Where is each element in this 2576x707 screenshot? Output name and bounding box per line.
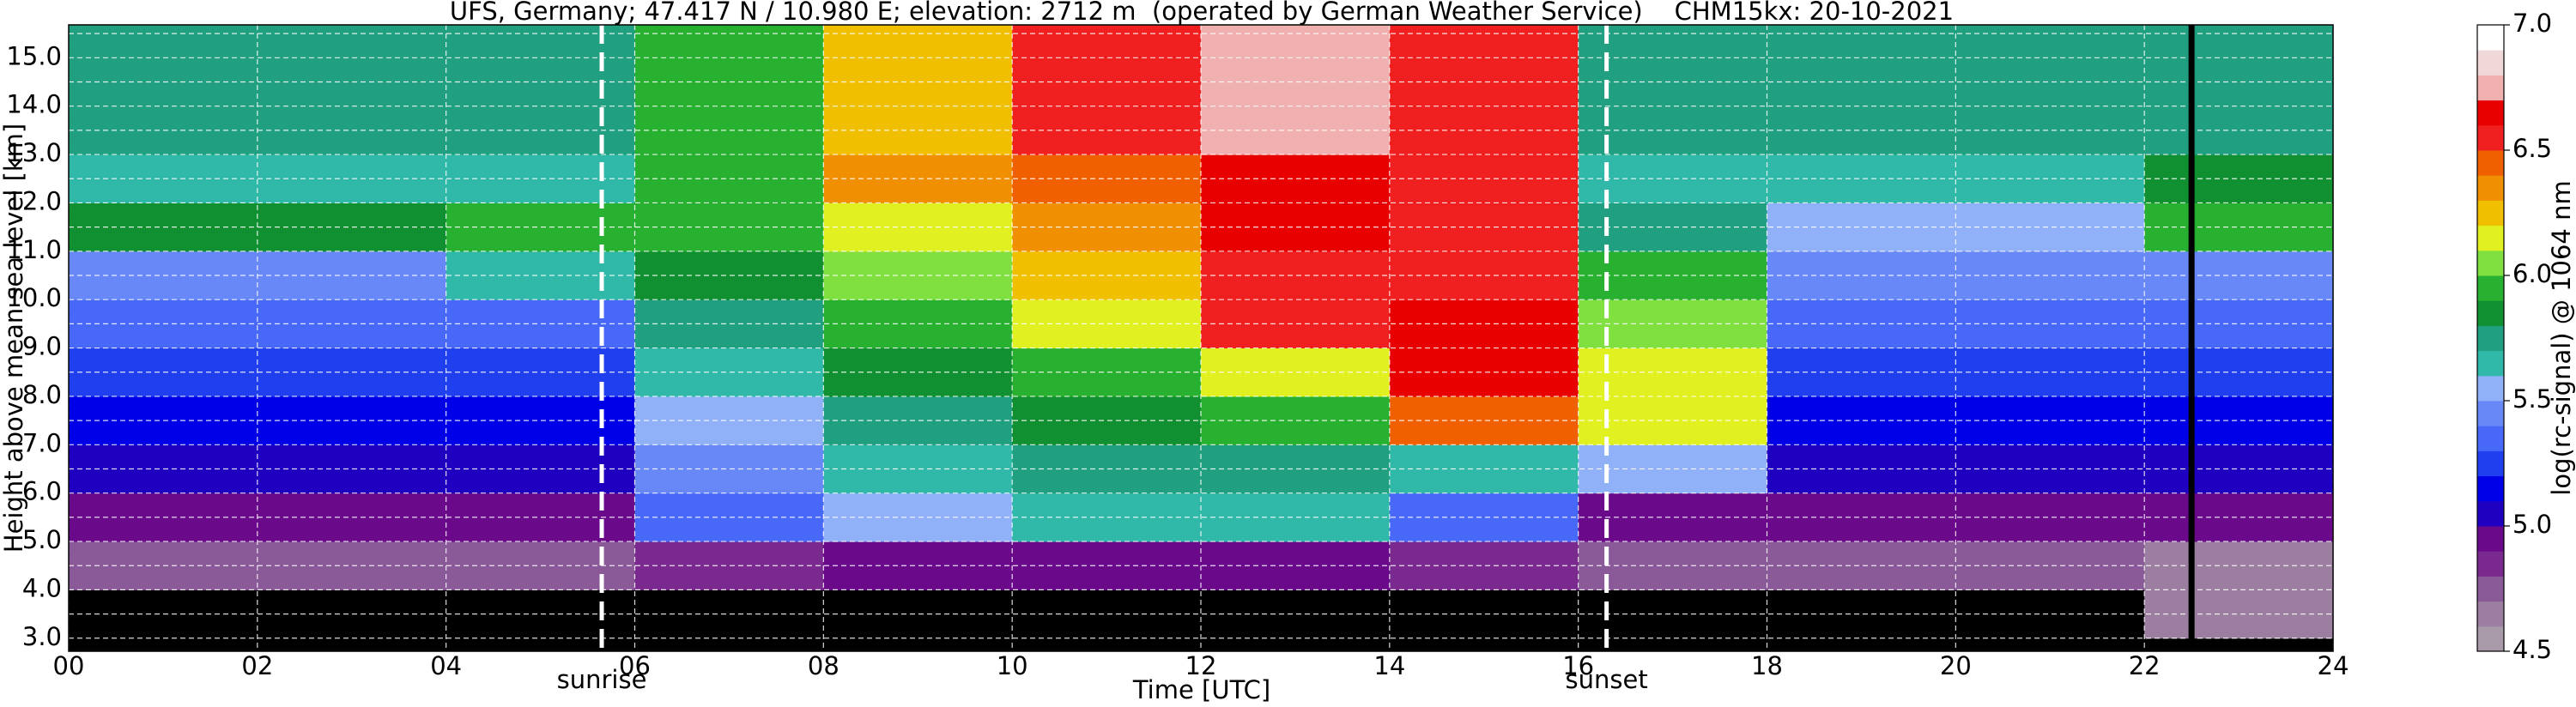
heat-cell — [823, 25, 1013, 58]
x-tick-label: 20 — [1940, 651, 1972, 680]
heat-cell — [634, 25, 824, 58]
heat-cell — [2144, 25, 2333, 58]
colorbar-swatch — [2477, 350, 2504, 377]
colorbar-swatch — [2477, 150, 2504, 176]
colorbar-tick-label: 4.5 — [2512, 635, 2552, 664]
y-tick-label: 8.0 — [22, 380, 62, 409]
colorbar-tick-label: 5.5 — [2512, 384, 2552, 414]
x-tick-label: 04 — [430, 651, 462, 680]
x-tick-label: 02 — [241, 651, 273, 680]
heat-cell — [69, 25, 258, 58]
x-tick-label: 14 — [1373, 651, 1405, 680]
colorbar-swatch — [2477, 250, 2504, 276]
y-tick-label: 3.0 — [22, 622, 62, 651]
annotation-label: sunset — [1566, 665, 1648, 694]
colorbar-swatch — [2477, 475, 2504, 502]
x-tick-label: 06 — [619, 651, 651, 680]
y-tick-label: 15.0 — [6, 41, 62, 70]
colorbar-swatch — [2477, 124, 2504, 151]
colorbar-swatch — [2477, 175, 2504, 201]
colorbar-swatch — [2477, 551, 2504, 577]
colorbar-tick-label: 6.5 — [2512, 134, 2552, 163]
y-tick-label: 7.0 — [22, 428, 62, 457]
heat-cell — [1201, 25, 1391, 58]
colorbar-swatch — [2477, 500, 2504, 527]
colorbar-swatch — [2477, 450, 2504, 477]
chart-title: UFS, Germany; 47.417 N / 10.980 E; eleva… — [450, 0, 1954, 26]
colorbar-swatch — [2477, 100, 2504, 126]
colorbar-swatch — [2477, 601, 2504, 627]
colorbar-label: log(rc-signal) @ 1064 nm — [2547, 180, 2576, 495]
colorbar-frame — [2476, 24, 2505, 652]
colorbar-tick-label: 6.0 — [2512, 259, 2552, 288]
colorbar-swatch — [2477, 225, 2504, 251]
colorbar-swatch — [2477, 625, 2504, 652]
colorbar-tick-label: 5.0 — [2512, 510, 2552, 539]
colorbar-swatch — [2477, 576, 2504, 602]
colorbar-swatch — [2477, 25, 2504, 51]
annotation-label: sunrise — [557, 665, 647, 694]
y-tick-label: 11.0 — [6, 235, 62, 264]
y-tick-label: 13.0 — [6, 138, 62, 167]
y-tick-label: 4.0 — [22, 573, 62, 602]
colorbar-swatch — [2477, 275, 2504, 301]
colorbar-swatch — [2477, 401, 2504, 426]
x-tick-label: 16 — [1562, 651, 1594, 680]
x-tick-label: 00 — [53, 651, 85, 680]
heat-cell — [1767, 25, 1956, 58]
colorbar-swatch — [2477, 426, 2504, 451]
x-tick-label: 24 — [2318, 651, 2349, 680]
colorbar-swatch — [2477, 200, 2504, 227]
y-tick-label: 12.0 — [6, 186, 62, 215]
colorbar-swatch — [2477, 50, 2504, 76]
y-tick-label: 10.0 — [6, 283, 62, 312]
y-axis-label: Height above mean sea level [km] — [0, 124, 28, 553]
y-tick-label: 6.0 — [22, 477, 62, 506]
y-tick-label: 5.0 — [22, 525, 62, 554]
x-tick-label: 22 — [2129, 651, 2161, 680]
heat-cell — [1012, 25, 1202, 58]
colorbar-tick-label: 7.0 — [2512, 9, 2552, 38]
y-tick-label: 14.0 — [6, 90, 62, 119]
x-tick-label: 12 — [1185, 651, 1217, 680]
y-tick-label: 9.0 — [22, 332, 62, 361]
x-tick-label: 08 — [808, 651, 839, 680]
x-tick-label: 18 — [1751, 651, 1783, 680]
colorbar-swatch — [2477, 325, 2504, 352]
heat-cell — [1955, 25, 2145, 58]
colorbar-swatch — [2477, 300, 2504, 326]
heat-cell — [1578, 25, 1767, 58]
plot-frame — [68, 24, 2334, 652]
heat-cell — [1389, 25, 1579, 58]
colorbar-swatch — [2477, 526, 2504, 552]
colorbar-swatch — [2477, 75, 2504, 101]
colorbar-swatch — [2477, 375, 2504, 402]
x-tick-label: 10 — [997, 651, 1028, 680]
heat-cell — [257, 25, 447, 58]
x-axis-label: Time [UTC] — [1132, 675, 1270, 704]
